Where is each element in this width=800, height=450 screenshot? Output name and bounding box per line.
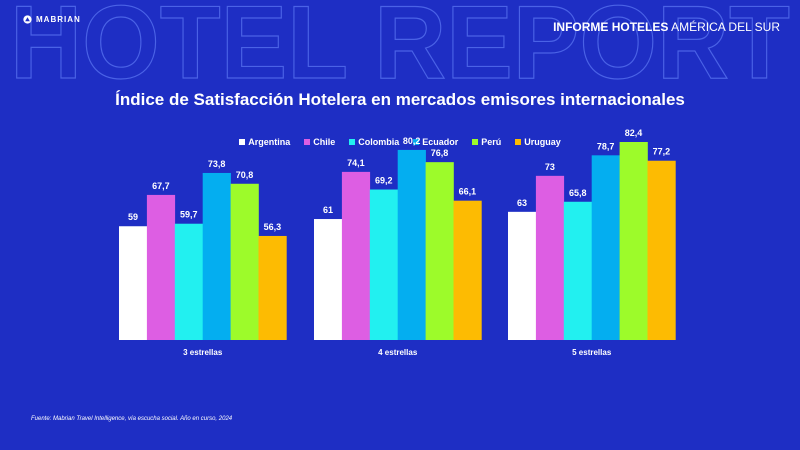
legend-item: Argentina xyxy=(239,137,290,147)
legend-label: Argentina xyxy=(248,137,291,147)
data-label: 80,2 xyxy=(403,136,421,146)
data-label: 65,8 xyxy=(569,188,587,198)
legend-label: Colombia xyxy=(358,137,400,147)
source-footnote: Fuente: Mabrian Travel Intelligence, vía… xyxy=(31,416,233,422)
data-label: 77,2 xyxy=(653,147,671,157)
bar xyxy=(397,149,426,340)
chart-title: Índice de Satisfacción Hotelera en merca… xyxy=(115,90,685,109)
bar xyxy=(647,160,676,340)
data-label: 73 xyxy=(545,162,555,172)
bar xyxy=(258,235,287,340)
header-light: AMÉRICA DEL SUR xyxy=(671,20,780,34)
bar-group: 63 73 65,8 78,7 82,4 77,2 5 estrellas xyxy=(508,128,676,357)
bar xyxy=(314,219,343,340)
data-label: 56,3 xyxy=(264,222,282,232)
category-label: 4 estrellas xyxy=(378,348,418,357)
bar xyxy=(202,172,231,340)
data-label: 70,8 xyxy=(236,170,254,180)
bar-group: 61 74,1 69,2 80,2 76,8 66,1 4 estrellas xyxy=(314,136,482,357)
report-header: INFORME HOTELES AMÉRICA DEL SUR xyxy=(553,20,780,34)
logo-text: MABRIAN xyxy=(36,15,81,24)
data-label: 69,2 xyxy=(375,176,393,186)
bar xyxy=(146,194,176,340)
bar xyxy=(619,142,648,340)
legend-swatch xyxy=(349,139,356,145)
data-label: 59 xyxy=(128,212,138,222)
chart-legend: Argentina Chile Colombia Ecuador Perú Uruguay xyxy=(0,137,800,147)
bar-group: 59 67,7 59,7 73,8 70,8 56,3 3 estrellas xyxy=(119,159,287,357)
data-label: 82,4 xyxy=(625,128,643,138)
data-label: 63 xyxy=(517,198,527,208)
data-label: 78,7 xyxy=(597,141,615,151)
data-label: 74,1 xyxy=(347,158,365,168)
background-watermark: HOTEL REPORT xyxy=(9,0,790,80)
bar xyxy=(341,171,371,340)
legend-item: Perú xyxy=(472,137,501,147)
data-label: 59,7 xyxy=(180,210,198,220)
category-label: 3 estrellas xyxy=(183,348,223,357)
legend-swatch xyxy=(304,139,311,145)
legend-swatch xyxy=(515,139,522,145)
bar xyxy=(535,175,565,340)
legend-label: Uruguay xyxy=(524,137,561,147)
bar xyxy=(591,155,620,340)
bar xyxy=(174,223,203,340)
mabrian-logo-icon xyxy=(23,15,32,24)
legend-label: Ecuador xyxy=(422,137,459,147)
legend-item: Uruguay xyxy=(515,137,561,147)
data-label: 73,8 xyxy=(208,159,226,169)
legend-label: Perú xyxy=(481,137,502,147)
legend-item: Colombia xyxy=(349,137,399,147)
data-label: 76,8 xyxy=(431,148,449,158)
legend-swatch xyxy=(472,139,479,145)
legend-item: Chile xyxy=(304,137,335,147)
category-label: 5 estrellas xyxy=(572,348,612,357)
data-label: 67,7 xyxy=(152,181,170,191)
bar xyxy=(563,201,592,340)
bar xyxy=(369,189,398,340)
data-label: 61 xyxy=(323,205,333,215)
bar xyxy=(508,211,537,340)
legend-item: Ecuador xyxy=(413,137,458,147)
bar xyxy=(425,162,454,340)
logo: MABRIAN xyxy=(23,15,81,24)
data-label: 66,1 xyxy=(459,187,477,197)
hotel-report-watermark: HOTEL REPORT xyxy=(10,0,790,80)
legend-label: Chile xyxy=(313,137,336,147)
bar xyxy=(453,200,482,340)
header-strong: INFORME HOTELES xyxy=(553,20,669,34)
legend-swatch xyxy=(413,139,420,145)
legend-swatch xyxy=(239,139,246,145)
bar xyxy=(119,226,148,340)
bar xyxy=(230,183,259,340)
